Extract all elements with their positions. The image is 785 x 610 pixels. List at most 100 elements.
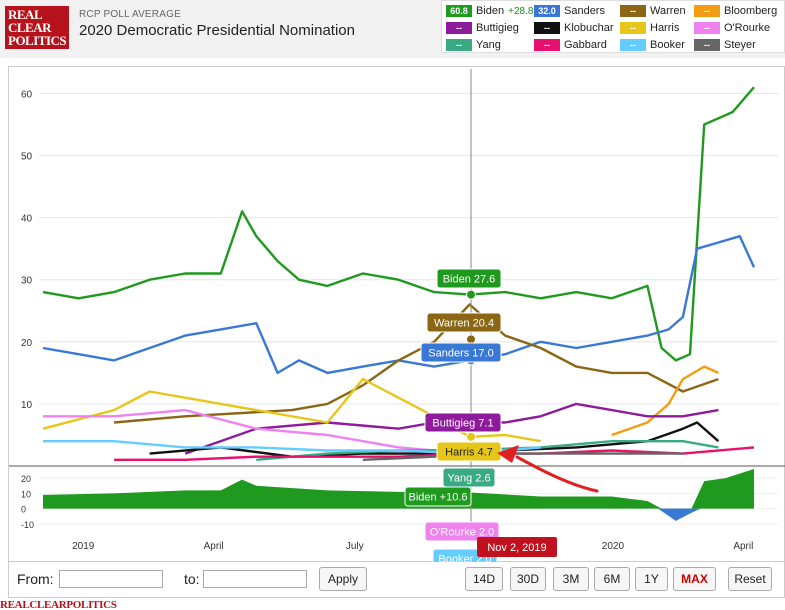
footer-brand: REALCLEARPOLITICS: [0, 599, 117, 610]
spread-tick-label: 20: [21, 474, 31, 484]
legend-item-booker[interactable]: -- Booker: [620, 38, 685, 52]
legend-item-buttigieg[interactable]: -- Buttigieg: [446, 21, 519, 35]
y-tick-label: 40: [21, 214, 33, 225]
tooltip-box: [436, 441, 502, 462]
tooltip-box: [436, 268, 502, 289]
series-line-bloomberg[interactable]: [611, 365, 719, 437]
series-line-orourke[interactable]: [43, 408, 470, 455]
legend-item-biden[interactable]: 60.8 Biden +28.8: [446, 4, 537, 18]
reset-button[interactable]: Reset: [728, 567, 772, 591]
legend-item-yang[interactable]: -- Yang: [446, 38, 501, 52]
chart-title: 2020 Democratic Presidential Nomination: [79, 22, 355, 39]
x-tick-label: April: [733, 541, 753, 552]
legend-value: --: [534, 22, 560, 34]
x-tick-label: July: [346, 541, 364, 552]
legend-item-harris[interactable]: -- Harris: [620, 21, 679, 35]
legend-item-klobuchar[interactable]: -- Klobuchar: [534, 21, 614, 35]
legend-value: --: [620, 5, 646, 17]
tooltip-box: [424, 521, 500, 542]
tooltip-label: Warren 20.4: [434, 318, 494, 330]
series-line-gabbard[interactable]: [114, 446, 755, 461]
legend-item-warren[interactable]: -- Warren: [620, 4, 686, 18]
range-button-3m[interactable]: 3M: [553, 567, 589, 591]
chart-area[interactable]: 10 20 30 40 50 60 -10 0 10 20 2019 April July 2020 Apr…: [8, 66, 785, 563]
tooltip-label: Biden 27.6: [443, 274, 496, 286]
rcp-logo[interactable]: REAL CLEAR POLITICS: [5, 6, 69, 49]
legend-value: --: [620, 22, 646, 34]
legend: 60.8 Biden +28.8 32.0 Sanders -- Warren -- Bloom…: [441, 0, 785, 53]
range-button-14d[interactable]: 14D: [465, 567, 503, 591]
legend-value: --: [534, 39, 560, 51]
tooltip-label: Harris 4.7: [445, 447, 493, 459]
legend-name: Steyer: [724, 39, 756, 51]
legend-item-bloomberg[interactable]: -- Bloomberg: [694, 4, 777, 18]
tooltip-box: [404, 486, 472, 507]
tooltip-label: Booker 2.0: [438, 554, 491, 564]
from-date-input[interactable]: [59, 570, 163, 588]
date-tooltip-label: Nov 2, 2019: [487, 542, 546, 554]
series-line-biden[interactable]: [42, 86, 755, 362]
tooltip-label: Biden +10.6: [408, 492, 467, 504]
tooltip-label: O'Rourke 2.0: [430, 527, 494, 539]
legend-value: --: [694, 39, 720, 51]
legend-value: --: [446, 39, 472, 51]
from-label: From:: [17, 571, 54, 587]
legend-name: Warren: [650, 5, 686, 17]
series-line-yang[interactable]: [256, 440, 719, 461]
range-button-6m[interactable]: 6M: [594, 567, 630, 591]
legend-gain: +28.8: [508, 5, 534, 17]
spread-tick-label: 0: [21, 505, 26, 515]
legend-item-orourke[interactable]: -- O'Rourke: [694, 21, 770, 35]
x-tick-label: 2019: [72, 541, 95, 552]
spread-area-biden: [43, 468, 754, 521]
legend-name: Klobuchar: [564, 22, 614, 34]
date-tooltip-box: [477, 537, 557, 557]
tooltip-label: Sanders 17.0: [428, 348, 493, 360]
legend-name: O'Rourke: [724, 22, 771, 34]
to-date-input[interactable]: [203, 570, 307, 588]
legend-name: Biden: [476, 5, 505, 17]
y-tick-label: 20: [21, 338, 33, 349]
legend-value: --: [446, 22, 472, 34]
legend-value: --: [620, 39, 646, 51]
x-tick-label: 2020: [602, 541, 625, 552]
y-tick-label: 60: [21, 89, 33, 100]
crosshair-marker: [466, 334, 477, 345]
range-button-30d[interactable]: 30D: [510, 567, 546, 591]
legend-value: --: [694, 5, 720, 17]
range-button-1y[interactable]: 1Y: [635, 567, 668, 591]
legend-item-sanders[interactable]: 32.0 Sanders: [534, 4, 605, 18]
legend-value: --: [694, 22, 720, 34]
legend-item-steyer[interactable]: -- Steyer: [694, 38, 756, 52]
series-line-sanders[interactable]: [42, 235, 756, 375]
range-button-max[interactable]: MAX: [673, 567, 716, 591]
legend-value: 60.8: [446, 5, 472, 17]
tooltip-box: [424, 412, 502, 433]
controls-bar: From: to: Apply 14D 30D 3M 6M 1Y MAX Reset: [8, 562, 785, 598]
y-tick-label: 30: [21, 276, 33, 287]
legend-item-gabbard[interactable]: -- Gabbard: [534, 38, 607, 52]
chart-svg[interactable]: 10 20 30 40 50 60 -10 0 10 20 2019 April July 2020 Apr…: [9, 67, 785, 563]
tooltip-label: Yang 2.6: [447, 473, 490, 485]
series-line-warren[interactable]: [113, 303, 719, 424]
crosshair-marker: [466, 289, 477, 300]
tooltip-box: [420, 342, 502, 363]
to-label: to:: [184, 571, 200, 587]
x-tick-label: April: [204, 541, 224, 552]
legend-name: Gabbard: [564, 39, 607, 51]
annotation-arrow-shaft: [515, 455, 599, 493]
annotation-arrow-head: [497, 445, 519, 463]
spread-tick-label: -10: [21, 520, 34, 530]
spread-area-sanders: [658, 508, 701, 521]
legend-name: Yang: [476, 39, 501, 51]
legend-name: Sanders: [564, 5, 605, 17]
tooltip-label: Buttigieg 7.1: [432, 418, 493, 430]
tooltip-box: [426, 312, 502, 333]
apply-button[interactable]: Apply: [319, 567, 367, 591]
y-tick-label: 10: [21, 400, 33, 411]
poll-average-label: RCP POLL AVERAGE: [79, 9, 181, 20]
legend-name: Bloomberg: [724, 5, 778, 17]
legend-name: Buttigieg: [476, 22, 519, 34]
crosshair-marker: [466, 431, 477, 442]
spread-tick-label: 10: [21, 489, 31, 499]
